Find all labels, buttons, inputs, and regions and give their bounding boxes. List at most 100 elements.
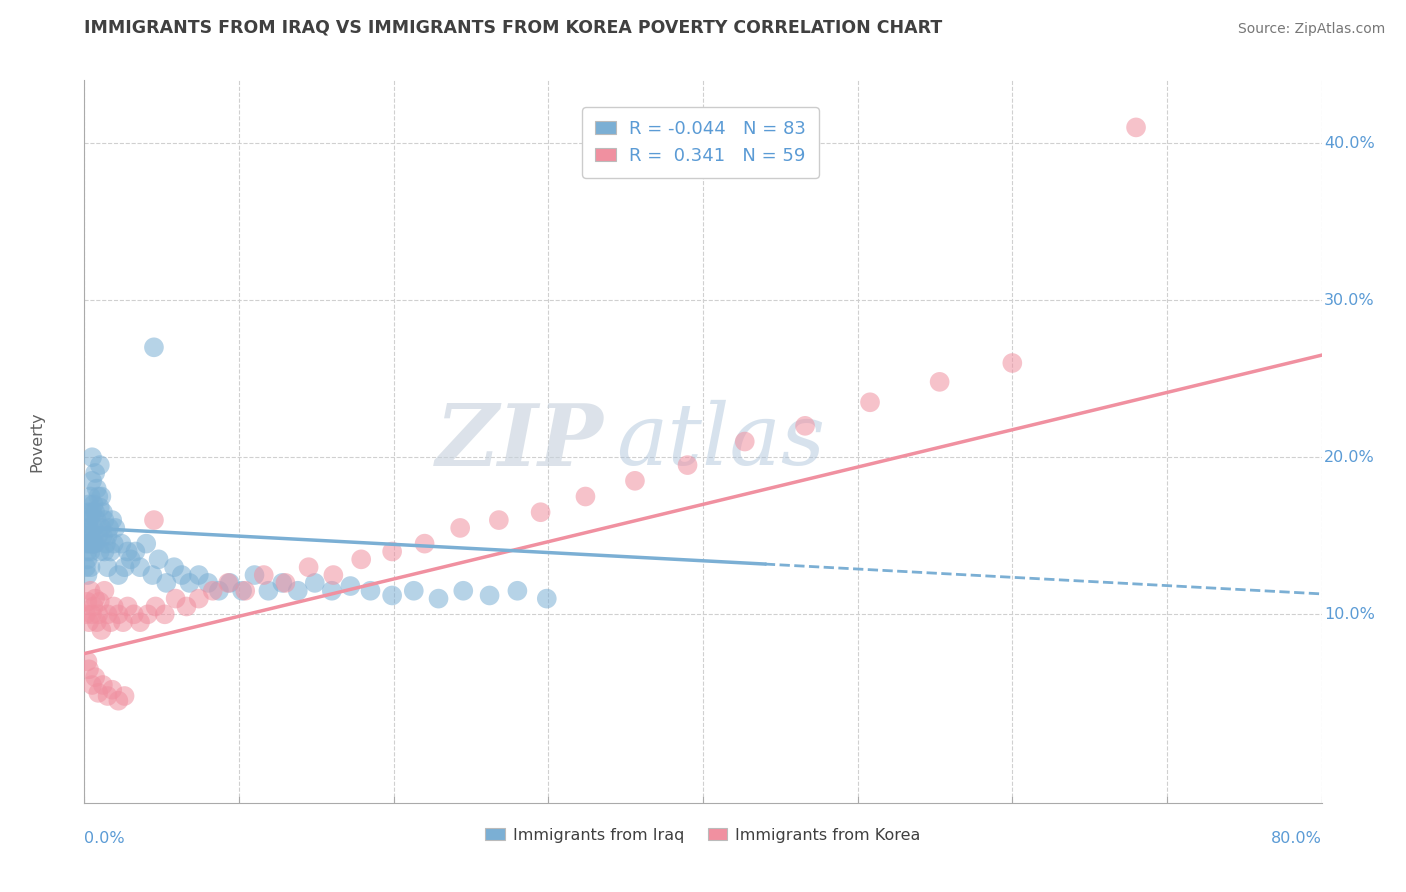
Point [122, 607, 145, 622]
Point [233, 583, 256, 598]
Point [120, 552, 142, 566]
Point [201, 583, 224, 598]
Point [794, 418, 817, 433]
Point [1001, 356, 1024, 370]
Point [84, 670, 107, 684]
Point [141, 568, 163, 582]
Point [145, 599, 167, 614]
Point [187, 568, 209, 582]
Point [165, 591, 187, 606]
Point [86, 513, 108, 527]
Point [79, 529, 101, 543]
Point [89, 458, 111, 472]
Point [84, 466, 107, 480]
Point [82, 505, 104, 519]
Point [75, 607, 97, 622]
Point [859, 395, 882, 409]
Point [321, 583, 343, 598]
Point [83, 536, 105, 550]
Point [83, 521, 105, 535]
Point [100, 615, 122, 630]
Point [84, 591, 107, 606]
Point [176, 599, 198, 614]
Point [79, 560, 101, 574]
Point [91, 678, 114, 692]
Point [82, 607, 104, 622]
Text: Source: ZipAtlas.com: Source: ZipAtlas.com [1237, 22, 1385, 37]
Point [77, 521, 100, 535]
Point [529, 505, 551, 519]
Point [413, 536, 436, 550]
Point [90, 623, 112, 637]
Point [82, 474, 104, 488]
Point [76, 568, 98, 582]
Point [124, 544, 146, 558]
Point [304, 575, 326, 590]
Point [77, 497, 100, 511]
Point [77, 615, 100, 630]
Point [322, 568, 344, 582]
Text: ZIP: ZIP [436, 400, 605, 483]
Point [449, 521, 471, 535]
Point [89, 500, 111, 515]
Point [96, 689, 118, 703]
Point [103, 536, 125, 550]
Point [103, 599, 125, 614]
Text: 80.0%: 80.0% [1271, 831, 1322, 847]
Point [107, 694, 129, 708]
Point [75, 513, 97, 527]
Point [117, 544, 139, 558]
Point [83, 497, 105, 511]
Point [83, 599, 105, 614]
Point [217, 575, 239, 590]
Point [76, 595, 98, 609]
Point [93, 583, 115, 598]
Point [136, 607, 159, 622]
Point [402, 583, 425, 598]
Point [271, 575, 294, 590]
Point [98, 521, 121, 535]
Point [101, 682, 124, 697]
Point [536, 591, 558, 606]
Point [257, 583, 280, 598]
Point [287, 583, 309, 598]
Point [163, 560, 186, 574]
Point [77, 513, 100, 527]
Point [79, 544, 101, 558]
Point [104, 521, 127, 535]
Point [339, 579, 361, 593]
Point [76, 655, 98, 669]
Point [84, 536, 107, 550]
Point [82, 536, 104, 550]
Point [75, 560, 97, 574]
Point [624, 474, 647, 488]
Point [488, 513, 510, 527]
Point [93, 513, 115, 527]
Point [574, 490, 596, 504]
Point [76, 536, 98, 550]
Point [91, 529, 114, 543]
Text: 30.0%: 30.0% [1324, 293, 1375, 308]
Point [87, 607, 110, 622]
Point [170, 568, 193, 582]
Point [148, 552, 170, 566]
Point [143, 513, 166, 527]
Point [427, 591, 450, 606]
Point [381, 544, 404, 558]
Point [453, 583, 475, 598]
Point [112, 615, 135, 630]
Legend: Immigrants from Iraq, Immigrants from Korea: Immigrants from Iraq, Immigrants from Ko… [479, 822, 927, 849]
Point [197, 575, 219, 590]
Point [253, 568, 276, 582]
Text: Poverty: Poverty [30, 411, 45, 472]
Point [101, 513, 124, 527]
Point [506, 583, 529, 598]
Point [153, 607, 176, 622]
Point [76, 544, 98, 558]
Point [155, 575, 177, 590]
Point [107, 568, 129, 582]
Point [243, 568, 266, 582]
Text: 0.0%: 0.0% [84, 831, 125, 847]
Point [114, 689, 136, 703]
Point [96, 529, 118, 543]
